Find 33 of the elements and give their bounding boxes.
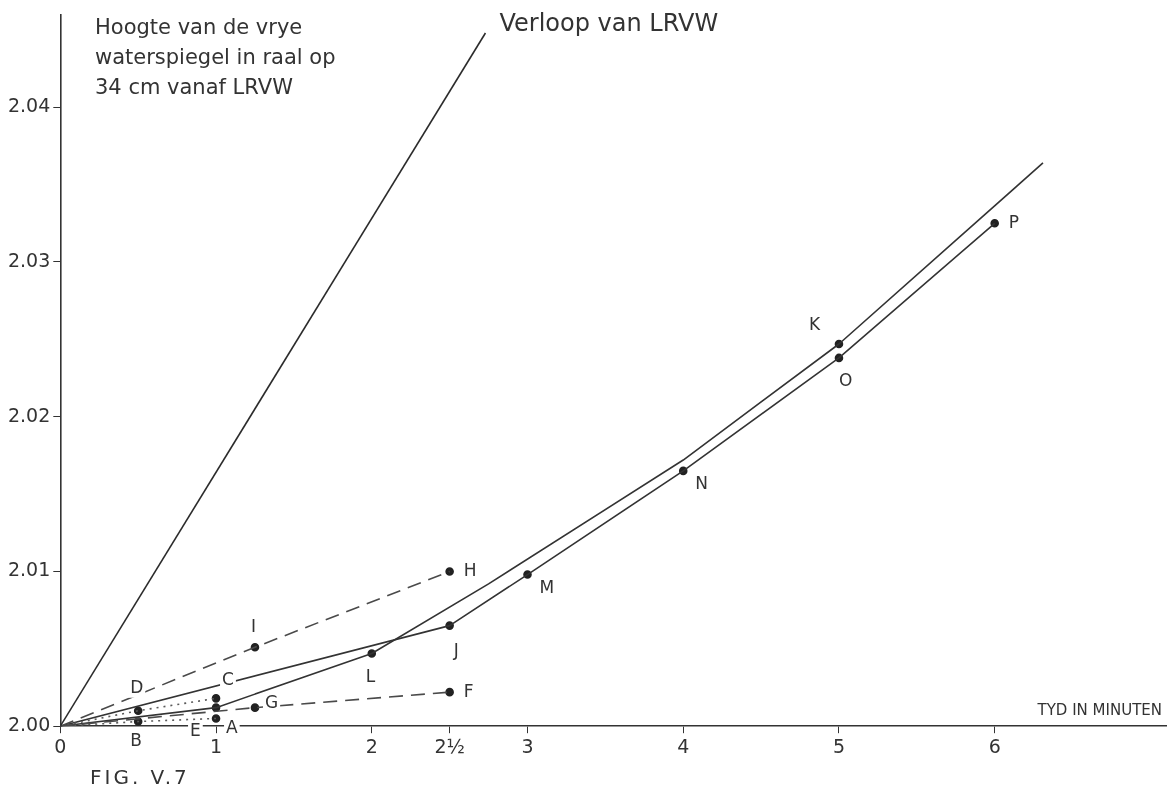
annotation: J bbox=[452, 640, 459, 661]
x-tick-label: 4 bbox=[677, 734, 690, 757]
annotation: N bbox=[695, 473, 708, 494]
annotation: H bbox=[463, 559, 477, 580]
y-tick-label: 2.04 bbox=[7, 94, 51, 117]
annotation: L bbox=[365, 665, 376, 686]
x-tick-label: 1 bbox=[209, 734, 223, 757]
annotation: G bbox=[264, 692, 279, 713]
annotation: O bbox=[838, 370, 853, 391]
annotation: E bbox=[190, 720, 201, 741]
y-axis-title: Hoogte van de vrye waterspiegel in raal op 34 cm vanaf LRVW bbox=[95, 14, 337, 101]
annotation: K bbox=[808, 314, 821, 335]
annotation: F bbox=[463, 680, 474, 701]
x-tick-label: 6 bbox=[988, 734, 1001, 757]
x-tick-label: 0 bbox=[54, 734, 67, 757]
annotation: C bbox=[222, 668, 234, 689]
x-tick-label: 2½ bbox=[434, 734, 465, 757]
annotation: D bbox=[130, 677, 144, 698]
y-tick-label: 2.02 bbox=[7, 403, 51, 426]
annotation: I bbox=[250, 615, 256, 636]
x-tick-label: 5 bbox=[832, 734, 846, 757]
annotation: B bbox=[130, 729, 142, 750]
y-tick-label: 2.00 bbox=[7, 713, 51, 736]
x-tick-label: 2 bbox=[365, 734, 378, 757]
x-axis-title: TYD IN MINUTEN bbox=[1036, 700, 1162, 719]
y-tick-label: 2.01 bbox=[7, 558, 51, 581]
y-tick-label: 2.03 bbox=[7, 248, 51, 271]
text: FIG. V.7 bbox=[90, 765, 190, 789]
x-tick-label: 3 bbox=[521, 734, 534, 757]
annotation: Verloop van LRVW bbox=[499, 9, 719, 38]
annotation: M bbox=[539, 576, 555, 597]
annotation: P bbox=[1008, 211, 1019, 232]
annotation: A bbox=[226, 716, 239, 737]
